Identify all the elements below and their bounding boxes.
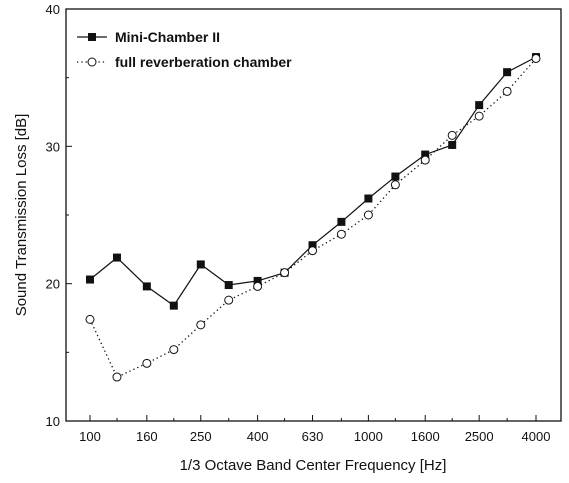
plot-frame xyxy=(65,8,562,422)
y-tick-label: 30 xyxy=(46,139,60,154)
x-tick-label: 630 xyxy=(302,429,324,444)
mini-chamber-point xyxy=(337,217,346,226)
mini-chamber-series-line xyxy=(89,56,537,307)
mini-chamber-point xyxy=(196,260,205,269)
mini-chamber-point xyxy=(86,275,94,284)
full-reverberation-point xyxy=(474,111,484,121)
mini-chamber-point xyxy=(169,301,178,310)
legend: Mini-Chamber II full reverberation chambe… xyxy=(77,29,292,70)
mini-chamber-point xyxy=(142,282,151,291)
legend-mini-chamber-label: Mini-Chamber II xyxy=(115,29,220,45)
x-tick-label: 4000 xyxy=(522,429,551,444)
x-tick-label: 1600 xyxy=(411,429,440,444)
mini-chamber-point xyxy=(448,140,457,149)
full-reverberation-point xyxy=(280,268,290,278)
mini-chamber-point xyxy=(224,281,233,290)
y-tick-label: 40 xyxy=(46,2,60,17)
x-tick-label: 250 xyxy=(190,429,212,444)
full-reverberation-point xyxy=(169,345,179,355)
x-axis-title: 1/3 Octave Band Center Frequency [Hz] xyxy=(180,457,447,474)
full-reverberation-point xyxy=(363,210,373,220)
mini-chamber-point xyxy=(364,194,373,203)
full-reverberation-point xyxy=(112,372,122,382)
mini-chamber-point xyxy=(475,101,484,110)
full-reverberation-point xyxy=(85,314,95,324)
mini-chamber-point xyxy=(308,241,317,250)
y-tick-label: 20 xyxy=(46,277,60,292)
mini-chamber-point xyxy=(253,276,262,285)
x-tick-label: 1000 xyxy=(354,429,383,444)
x-tick-label: 100 xyxy=(79,429,101,444)
full-reverberation-point xyxy=(502,86,512,96)
full-reverberation-point xyxy=(196,320,206,330)
full-reverberation-point xyxy=(336,229,346,239)
legend-full-reverberation-label: full reverberation chamber xyxy=(115,54,292,70)
legend-mini-chamber-marker xyxy=(88,33,96,41)
full-reverberation-point xyxy=(447,130,457,140)
full-reverberation-series-line xyxy=(89,57,537,378)
mini-chamber-point xyxy=(503,68,512,77)
full-reverberation-point xyxy=(224,295,234,305)
full-reverberation-point xyxy=(253,281,263,291)
full-reverberation-point xyxy=(142,358,152,368)
x-tick-label: 160 xyxy=(136,429,158,444)
full-reverberation-point xyxy=(420,155,430,165)
full-reverberation-point xyxy=(390,180,400,190)
x-tick-label: 2500 xyxy=(465,429,494,444)
full-reverberation-point xyxy=(308,246,318,256)
y-tick-label: 10 xyxy=(46,414,60,429)
mini-chamber-point xyxy=(112,253,121,262)
full-reverberation-point xyxy=(531,53,541,63)
x-tick-label: 400 xyxy=(247,429,269,444)
mini-chamber-point xyxy=(421,150,430,159)
series-layer xyxy=(85,53,541,382)
axes-layer: 10 20 30 40 100 160 250 400 630 1000 1600 2500 4000 xyxy=(46,2,562,444)
y-axis-title: Sound Transmission Loss [dB] xyxy=(13,114,30,317)
mini-chamber-point xyxy=(391,172,400,181)
legend-full-reverberation-marker xyxy=(87,57,97,67)
